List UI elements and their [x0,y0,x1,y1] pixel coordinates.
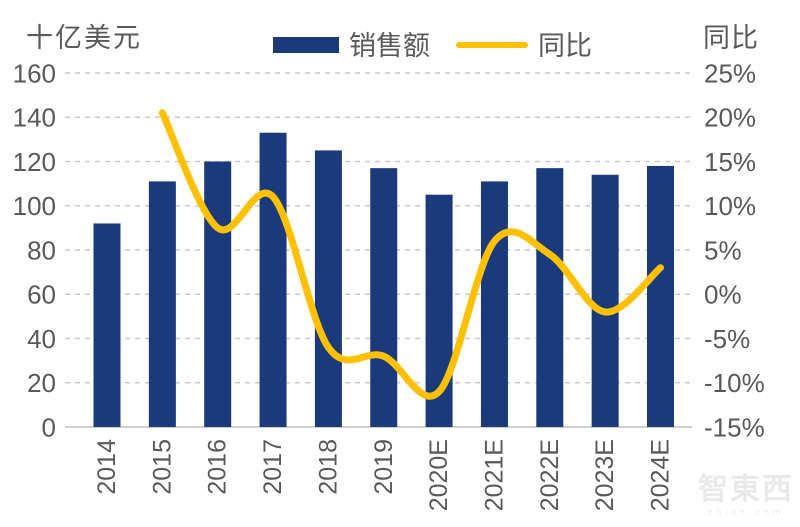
bar-2019 [370,168,398,427]
bar-2023E [591,174,619,427]
x-axis-label: 2016 [204,439,232,495]
left-axis-tick-label: 140 [13,103,56,133]
legend-line-swatch [456,41,528,48]
right-axis-tick-label: -10% [704,368,765,398]
bar-2014 [93,223,121,427]
x-axis-label: 2015 [148,439,176,495]
bar-2021E [480,181,508,427]
x-axis-label: 2023E [591,439,619,511]
watermark-subtext: zhidx.com [707,507,785,517]
right-axis-tick-label: 10% [704,191,756,221]
left-axis-tick-label: 40 [27,324,56,354]
legend-label-sales: 销售额 [349,31,430,61]
x-axis-label: 2017 [259,439,287,495]
legend: 销售额 同比 [273,24,592,63]
x-axis-label: 2018 [314,439,342,495]
x-axis-label: 2014 [93,439,121,495]
legend-label-yoy: 同比 [538,31,592,61]
bar-2017 [259,132,287,428]
right-axis-tick-label: 15% [704,147,756,177]
bar-2016 [204,161,232,427]
x-axis-label: 2024E [647,439,675,511]
bar-2024E [647,165,674,428]
bar-2018 [314,150,342,427]
x-axis-label: 2021E [480,439,508,511]
legend-bar-swatch [273,36,339,53]
left-axis-tick-label: 160 [13,58,56,88]
left-axis-tick-label: 80 [27,235,56,265]
left-axis-tick-label: 100 [13,191,56,221]
watermark-logo: 智東西 [698,473,794,506]
right-axis-tick-label: 5% [704,235,742,265]
x-axis-label: 2020E [425,439,453,511]
bar-2015 [148,181,176,427]
right-axis-tick-label: 25% [704,58,756,88]
right-axis-tick-label: 20% [704,103,756,133]
left-axis-tick-label: 20 [27,368,56,398]
left-axis-tick-label: 120 [13,147,56,177]
watermark: 智東西 zhidx.com [698,475,794,517]
left-axis-tick-label: 60 [27,280,56,310]
x-axis-label: 2019 [370,439,398,495]
right-axis-tick-label: -5% [704,324,750,354]
right-axis-tick-label: 0% [704,280,742,310]
right-axis-tick-label: -15% [704,412,765,442]
yoy-line [158,109,664,400]
bar-2022E [536,168,564,427]
x-axis-label: 2022E [536,439,564,511]
right-axis-title: 同比 [703,23,759,53]
left-axis-title: 十亿美元 [26,23,142,53]
left-axis-tick-label: 0 [42,412,56,442]
